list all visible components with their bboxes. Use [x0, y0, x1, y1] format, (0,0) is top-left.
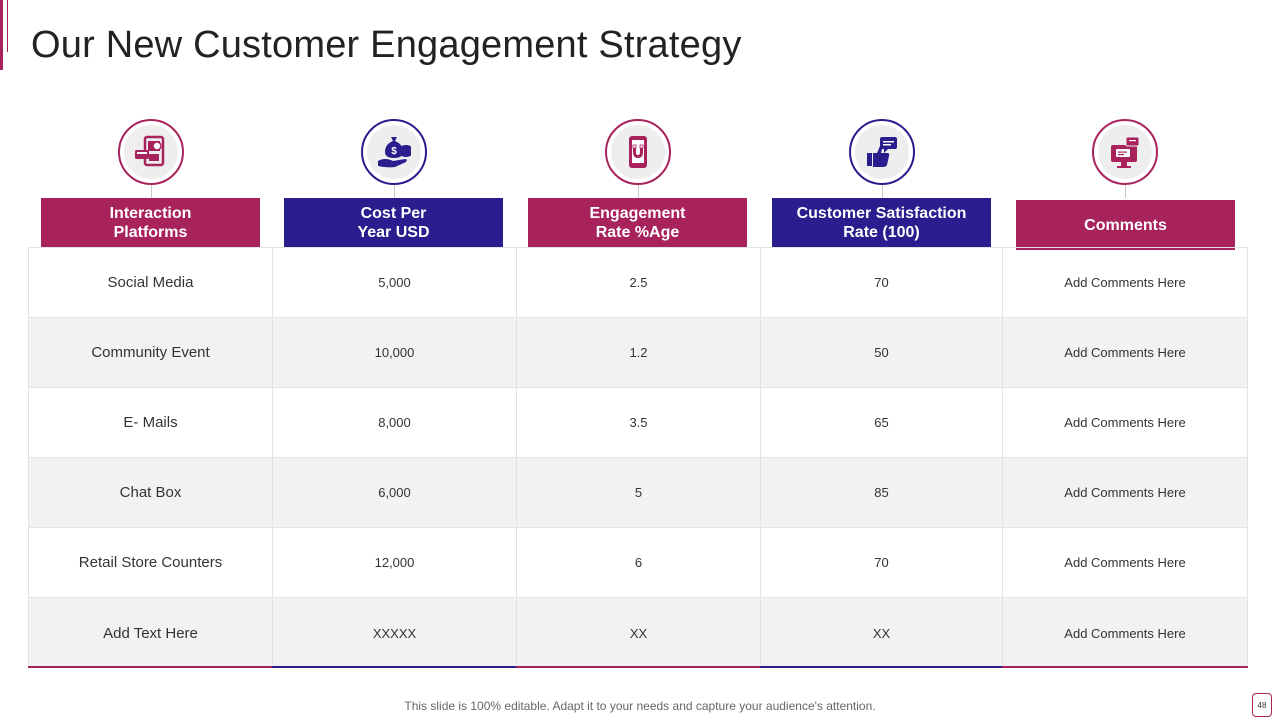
connector-line [882, 185, 883, 198]
table-cell: Add Text Here [29, 598, 273, 668]
money-bag-hand-icon: $ [361, 119, 427, 185]
table-row: Chat Box 6,000 5 85 Add Comments Here [29, 458, 1247, 528]
strategy-table: Social Media 5,000 2.5 70 Add Comments H… [28, 247, 1248, 668]
table-cell: 12,000 [273, 528, 517, 598]
table-cell: 70 [761, 528, 1003, 598]
table-cell: 5 [517, 458, 761, 528]
table-cell: 85 [761, 458, 1003, 528]
table-cell: 2.5 [517, 248, 761, 318]
table-cell: 70 [761, 248, 1003, 318]
monitor-chat-icon [1092, 119, 1158, 185]
slide-title: Our New Customer Engagement Strategy [31, 24, 742, 66]
table-cell: 10,000 [273, 318, 517, 388]
header-label: Engagement Rate %Age [589, 205, 686, 241]
header-label: Interaction Platforms [109, 205, 192, 241]
table-cell: 3.5 [517, 388, 761, 458]
table-row: Add Text Here XXXXX XX XX Add Comments H… [29, 598, 1247, 668]
header-label: Customer Satisfaction Rate (100) [796, 205, 967, 241]
header-comments: Comments [1016, 200, 1235, 250]
header-interaction-platforms: Interaction Platforms [41, 198, 260, 248]
table-row: Community Event 10,000 1.2 50 Add Commen… [29, 318, 1247, 388]
connector-line [638, 185, 639, 198]
table-cell: 65 [761, 388, 1003, 458]
connector-line [394, 185, 395, 198]
table-cell: 6 [517, 528, 761, 598]
header-cost-per-year: Cost Per Year USD [284, 198, 503, 248]
table-cell: 50 [761, 318, 1003, 388]
table-cell: 8,000 [273, 388, 517, 458]
tablet-card-payment-icon [118, 119, 184, 185]
title-accent-line [7, 0, 8, 52]
table-row: Social Media 5,000 2.5 70 Add Comments H… [29, 248, 1247, 318]
connector-line [1125, 185, 1126, 198]
table-cell: Retail Store Counters [29, 528, 273, 598]
table-cell: 5,000 [273, 248, 517, 318]
table-bottom-border [760, 666, 1002, 668]
table-row: E- Mails 8,000 3.5 65 Add Comments Here [29, 388, 1247, 458]
table-cell: XXXXX [273, 598, 517, 668]
footer-note: This slide is 100% editable. Adapt it to… [404, 699, 876, 713]
table-cell: Community Event [29, 318, 273, 388]
table-cell: Add Comments Here [1003, 388, 1247, 458]
header-engagement-rate: Engagement Rate %Age [528, 198, 747, 248]
svg-text:$: $ [391, 146, 397, 157]
table-cell: Add Comments Here [1003, 528, 1247, 598]
page-number: 48 [1252, 693, 1272, 717]
connector-line [151, 185, 152, 198]
table-cell: XX [517, 598, 761, 668]
header-label: Cost Per Year USD [357, 205, 430, 241]
table-cell: Add Comments Here [1003, 318, 1247, 388]
table-bottom-border [516, 666, 760, 668]
table-bottom-border [1002, 666, 1248, 668]
table-bottom-border [272, 666, 516, 668]
table-cell: XX [761, 598, 1003, 668]
table-cell: E- Mails [29, 388, 273, 458]
header-customer-satisfaction: Customer Satisfaction Rate (100) [772, 198, 991, 248]
table-cell: Chat Box [29, 458, 273, 528]
table-cell: Social Media [29, 248, 273, 318]
table-row: Retail Store Counters 12,000 6 70 Add Co… [29, 528, 1247, 598]
table-cell: Add Comments Here [1003, 248, 1247, 318]
table-cell: Add Comments Here [1003, 458, 1247, 528]
table-cell: 1.2 [517, 318, 761, 388]
table-cell: Add Comments Here [1064, 625, 1186, 641]
thumbs-up-chat-icon [849, 119, 915, 185]
header-label: Comments [1084, 216, 1167, 234]
title-accent-bar [0, 0, 3, 70]
table-cell: 6,000 [273, 458, 517, 528]
magnet-phone-icon [605, 119, 671, 185]
table-bottom-border [28, 666, 272, 668]
